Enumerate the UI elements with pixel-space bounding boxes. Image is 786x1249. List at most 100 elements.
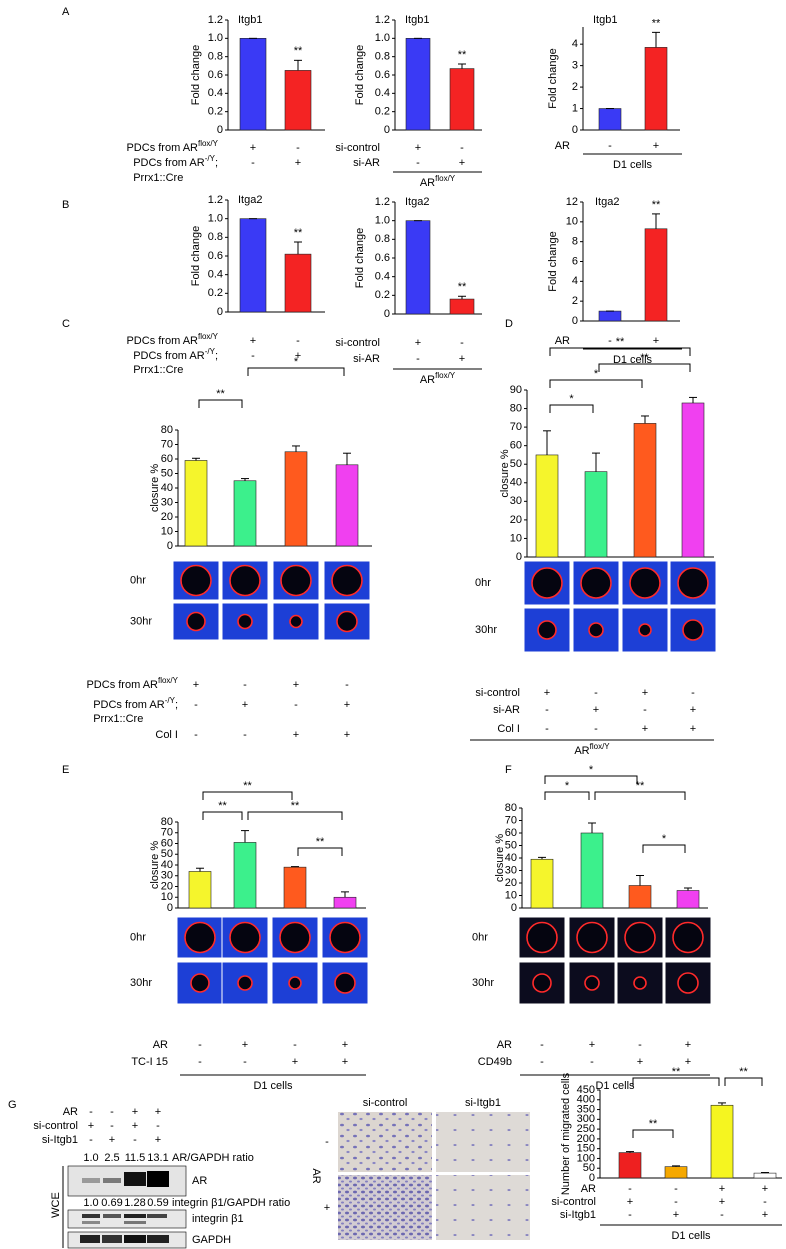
label-part: AR bbox=[420, 177, 435, 189]
bar bbox=[618, 1152, 642, 1179]
label-part: si-control bbox=[335, 142, 380, 154]
label-part: ; bbox=[175, 699, 178, 711]
y-tick-label: 20 bbox=[505, 877, 517, 889]
y-tick-label: 50 bbox=[510, 458, 522, 470]
y-tick-label: 450 bbox=[577, 1084, 595, 1096]
y-axis-label: closure % bbox=[499, 449, 511, 498]
y-tick-label: 350 bbox=[577, 1103, 595, 1115]
significance: ** bbox=[216, 388, 225, 400]
condition-sign: - bbox=[194, 699, 198, 711]
y-tick-label: 30 bbox=[161, 870, 173, 882]
label-part: si-control bbox=[551, 1196, 596, 1208]
y-tick-label: 0 bbox=[384, 124, 390, 136]
significance: ** bbox=[291, 800, 300, 812]
panel-letter: C bbox=[62, 318, 70, 330]
image-row-label: 30hr bbox=[472, 977, 494, 989]
blot-ratio: 0.69 bbox=[101, 1197, 122, 1209]
bar bbox=[753, 1172, 777, 1179]
blot-condition-sign: - bbox=[110, 1106, 114, 1118]
bar bbox=[633, 423, 657, 558]
condition-sign: + bbox=[293, 679, 299, 691]
wound-area bbox=[229, 564, 261, 597]
condition-sign: + bbox=[762, 1209, 768, 1221]
wound-area bbox=[180, 564, 212, 597]
bar bbox=[584, 471, 608, 558]
wound-area bbox=[624, 921, 656, 954]
label-part: PDCs from AR bbox=[133, 350, 205, 362]
bar bbox=[405, 38, 431, 131]
y-tick-label: 10 bbox=[566, 216, 578, 228]
panel-letter: B bbox=[62, 199, 69, 211]
superscript: -/Y bbox=[205, 347, 216, 356]
condition-sign: - bbox=[590, 1056, 594, 1068]
blot-ratio: 1.0 bbox=[83, 1152, 98, 1164]
superscript: flox/Y bbox=[198, 139, 219, 148]
y-tick-label: 0.4 bbox=[375, 87, 390, 99]
condition-sign: - bbox=[763, 1196, 767, 1208]
y-tick-label: 1.2 bbox=[208, 14, 223, 26]
bar bbox=[283, 866, 307, 909]
label-part: AR bbox=[574, 745, 589, 757]
y-axis-label: Number of migrated cells bbox=[560, 1072, 572, 1195]
superscript: -/Y bbox=[165, 696, 176, 705]
blot-side-label: WCE bbox=[50, 1192, 62, 1218]
condition-sign: + bbox=[292, 1056, 298, 1068]
y-tick-label: 0.6 bbox=[375, 69, 390, 81]
bar bbox=[598, 108, 622, 131]
bar bbox=[405, 220, 431, 315]
group-label: D1 cells bbox=[595, 1080, 635, 1092]
wound-area bbox=[331, 564, 363, 597]
y-tick-label: 1.2 bbox=[375, 14, 390, 26]
bar bbox=[188, 871, 212, 909]
blot-ratio: 13.1 bbox=[147, 1152, 168, 1164]
label-part: PDCs from AR bbox=[86, 679, 158, 691]
condition-sign: + bbox=[342, 1056, 348, 1068]
wound-area bbox=[279, 921, 311, 954]
significance-bracket bbox=[297, 847, 343, 856]
y-tick-label: 1 bbox=[572, 102, 578, 114]
y-axis-label: closure % bbox=[494, 834, 506, 883]
significance: ** bbox=[672, 1066, 681, 1078]
label-part: Col I bbox=[155, 729, 178, 741]
condition-sign: + bbox=[415, 142, 421, 154]
condition-sign: + bbox=[673, 1209, 679, 1221]
condition-sign: + bbox=[690, 704, 696, 716]
blot-band-label: AR bbox=[192, 1175, 207, 1187]
condition-sign: + bbox=[642, 723, 648, 735]
condition-sign: - bbox=[294, 699, 298, 711]
condition-label: si-control bbox=[335, 142, 380, 154]
blot-condition-sign: + bbox=[132, 1106, 138, 1118]
condition-label: AR bbox=[153, 1039, 168, 1051]
bar bbox=[239, 218, 267, 313]
condition-label: PDCs from ARflox/Y bbox=[126, 332, 218, 347]
significance: * bbox=[565, 780, 570, 792]
condition-sign: - bbox=[540, 1039, 544, 1051]
y-axis-label: closure % bbox=[149, 464, 161, 513]
y-tick-label: 4 bbox=[572, 38, 578, 50]
blot-ratio: 1.28 bbox=[124, 1197, 145, 1209]
blot-ratio-label: integrin β1/GAPDH ratio bbox=[172, 1197, 290, 1209]
y-axis-label: Fold change bbox=[190, 226, 202, 287]
y-tick-label: 200 bbox=[577, 1133, 595, 1145]
condition-sign: - bbox=[638, 1039, 642, 1051]
significance-bracket bbox=[632, 1077, 720, 1086]
y-tick-label: 0.2 bbox=[208, 106, 223, 118]
bar bbox=[664, 1166, 688, 1179]
blot-condition-sign: - bbox=[89, 1134, 93, 1146]
wound-area bbox=[190, 973, 210, 993]
condition-sign: + bbox=[762, 1183, 768, 1195]
blot-band-label: integrin β1 bbox=[192, 1213, 244, 1225]
group-label: D1 cells bbox=[613, 354, 653, 366]
wound-area bbox=[184, 921, 216, 954]
condition-sign: - bbox=[460, 142, 464, 154]
blot-ratio: 1.0 bbox=[83, 1197, 98, 1209]
condition-sign: + bbox=[627, 1196, 633, 1208]
y-tick-label: 0.4 bbox=[208, 87, 223, 99]
y-tick-label: 30 bbox=[161, 496, 173, 508]
label-part: PDCs from AR bbox=[93, 699, 165, 711]
wound-area bbox=[526, 921, 558, 954]
y-tick-label: 0.2 bbox=[208, 287, 223, 299]
significance: * bbox=[569, 393, 574, 405]
significance-bracket bbox=[594, 791, 686, 800]
